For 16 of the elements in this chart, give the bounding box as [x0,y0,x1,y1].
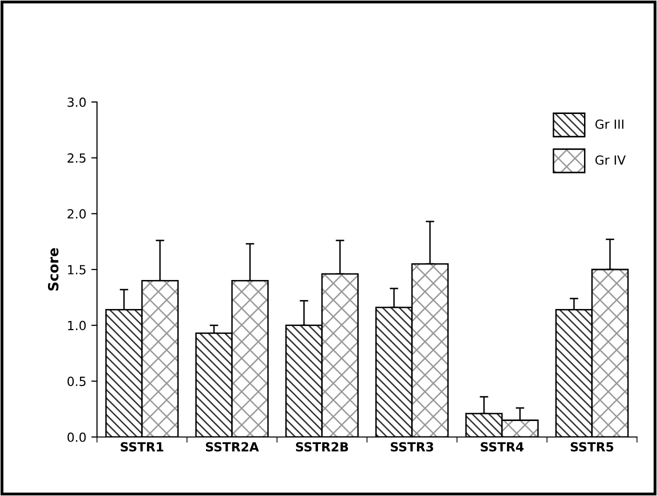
x-tick-label: SSTR4 [480,442,524,452]
y-tick-label: 2.0 [68,209,86,219]
x-tick-label: SSTR1 [120,442,164,452]
x-tick-label: SSTR5 [570,442,614,452]
y-tick-label: 3.0 [68,97,86,107]
x-tick-label: SSTR3 [390,442,434,452]
y-axis-title: Score [48,248,58,291]
y-tick-label: 1.5 [68,265,86,274]
x-tick-label: SSTR2A [206,442,259,452]
y-tick-label: 0.5 [68,376,86,386]
y-tick-label: 0.0 [68,432,86,442]
legend-label: Gr IV [595,155,626,165]
y-tick-label: 2.5 [68,153,86,163]
x-tick-label: SSTR2B [296,442,348,452]
y-tick-label: 1.0 [68,320,86,330]
legend-label: Gr III [595,119,624,129]
